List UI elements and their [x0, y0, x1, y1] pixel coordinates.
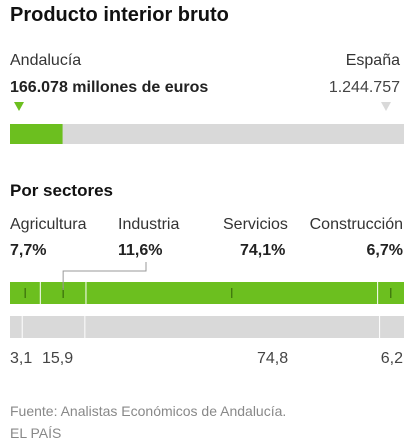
andalucia-total-bar: [10, 124, 63, 144]
spain-marker-icon: [381, 102, 391, 111]
andalucia-label: Andalucía: [10, 52, 82, 69]
sector-andalucia-value-1: 11,6%: [118, 242, 163, 259]
credit-note: EL PAÍS: [10, 425, 62, 441]
source-note: Fuente: Analistas Económicos de Andalucí…: [10, 403, 287, 419]
sectors-title: Por sectores: [10, 181, 113, 200]
sector-andalucia-value-3: 6,7%: [366, 242, 403, 259]
sector-spain-value-3: 6,2: [380, 350, 403, 367]
spain-label: España: [345, 52, 400, 69]
spain-sectors-bar: [10, 316, 404, 338]
andalucia-sectors-bar: [10, 282, 404, 304]
spain-value: 1.244.757: [328, 79, 400, 96]
andalucia-marker-icon: [14, 102, 24, 111]
andalucia-value: 166.078 millones de euros: [10, 79, 209, 96]
sector-spain-value-2: 74,8: [257, 350, 289, 367]
sector-spain-value-1: 15,9: [42, 350, 74, 367]
spain-total-bar: [10, 124, 404, 144]
sector-andalucia-value-2: 74,1%: [240, 242, 286, 259]
sector-label-3: Construcción: [309, 216, 403, 233]
sector-label-1: Industria: [118, 216, 180, 233]
sector-spain-value-0: 3,1: [10, 350, 33, 367]
sector-label-2: Servicios: [223, 216, 288, 233]
industria-leader-line: [62, 262, 147, 290]
sector-label-0: Agricultura: [10, 216, 87, 233]
sector-andalucia-value-0: 7,7%: [10, 242, 47, 259]
page-title: Producto interior bruto: [10, 4, 229, 26]
